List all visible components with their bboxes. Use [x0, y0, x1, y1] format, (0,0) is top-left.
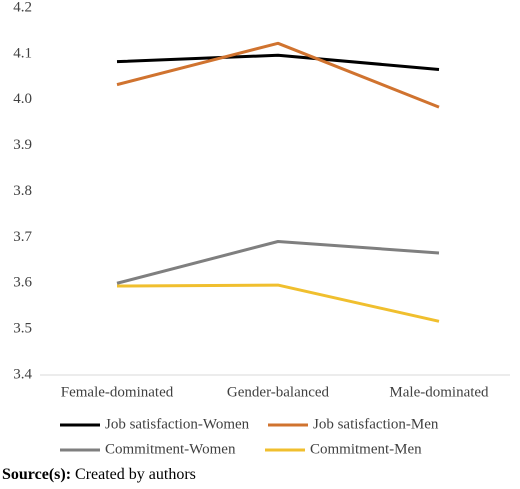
y-tick-label: 3.8 [13, 183, 32, 199]
y-tick-label: 4.1 [13, 45, 32, 61]
series-line [116, 240, 440, 285]
y-tick-label: 3.5 [13, 321, 32, 337]
series-line [116, 41, 440, 109]
legend-label: Commitment-Women [105, 441, 236, 457]
source-text: Created by authors [75, 466, 196, 483]
series-line [116, 283, 440, 323]
y-tick-label: 4.0 [13, 91, 32, 107]
x-tick-label: Gender-balanced [227, 384, 330, 400]
source: Source(s): Created by authors [2, 466, 196, 483]
legend-label: Job satisfaction-Men [313, 416, 439, 432]
y-tick-label: 3.7 [13, 229, 32, 245]
series-line [116, 53, 440, 71]
y-tick-label: 4.2 [13, 0, 32, 15]
legend-label: Commitment-Men [310, 441, 422, 457]
y-tick-label: 3.6 [13, 275, 32, 291]
source-label: Source(s): [2, 466, 71, 483]
legend-label: Job satisfaction-Women [105, 416, 250, 432]
y-tick-label: 3.9 [13, 137, 32, 153]
y-tick-label: 3.4 [13, 366, 32, 382]
x-tick-label: Female-dominated [61, 384, 174, 400]
x-tick-label: Male-dominated [389, 384, 489, 400]
